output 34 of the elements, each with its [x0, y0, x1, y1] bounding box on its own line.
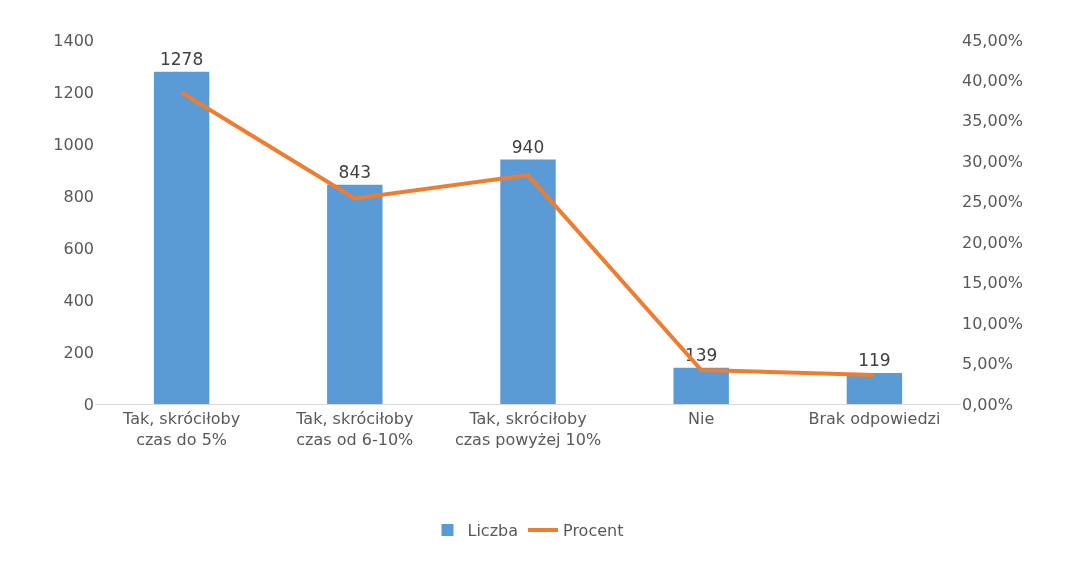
- y-tick-label: 400: [63, 290, 94, 310]
- bar: [153, 71, 210, 404]
- bar: [673, 367, 729, 404]
- bar: [327, 184, 383, 404]
- y-tick-label: 800: [63, 186, 94, 206]
- y-tick-label: 600: [63, 238, 94, 258]
- y2-tick-label: 20,00%: [962, 232, 1024, 252]
- y-tick-label: 200: [63, 342, 94, 362]
- y2-tick-label: 40,00%: [962, 71, 1024, 91]
- bar: [500, 159, 556, 404]
- legend-label: Procent: [563, 521, 624, 541]
- y-tick-label: 1400: [53, 30, 94, 50]
- y2-tick-label: 30,00%: [962, 151, 1024, 171]
- x-tick-label: Tak, skróciłoby czas powyżej 10%: [454, 409, 602, 449]
- y2-tick-label: 45,00%: [962, 30, 1024, 50]
- x-tick-label: Brak odpowiedzi: [808, 409, 941, 429]
- y-tick-label: 1000: [53, 134, 94, 154]
- data-label: 1278: [159, 48, 204, 69]
- x-tick-label: Tak, skróciłoby czas od 6-10%: [295, 409, 414, 449]
- y-tick-label: 0: [83, 394, 94, 414]
- x-tick-label: Nie: [688, 409, 715, 429]
- y2-tick-label: 15,00%: [962, 273, 1024, 293]
- y2-tick-label: 35,00%: [962, 111, 1024, 131]
- bar: [846, 373, 903, 404]
- y2-tick-label: 0,00%: [962, 394, 1013, 414]
- y2-tick-label: 25,00%: [962, 192, 1024, 212]
- data-label: 119: [858, 350, 891, 371]
- legend-label: Liczba: [467, 521, 519, 541]
- data-label: 940: [511, 136, 545, 157]
- y-tick-label: 1200: [53, 82, 94, 102]
- x-tick-label: Tak, skróciłoby czas do 5%: [122, 409, 241, 449]
- data-label: 843: [338, 161, 372, 182]
- y2-tick-label: 5,00%: [962, 354, 1013, 374]
- y2-tick-label: 10,00%: [962, 313, 1024, 333]
